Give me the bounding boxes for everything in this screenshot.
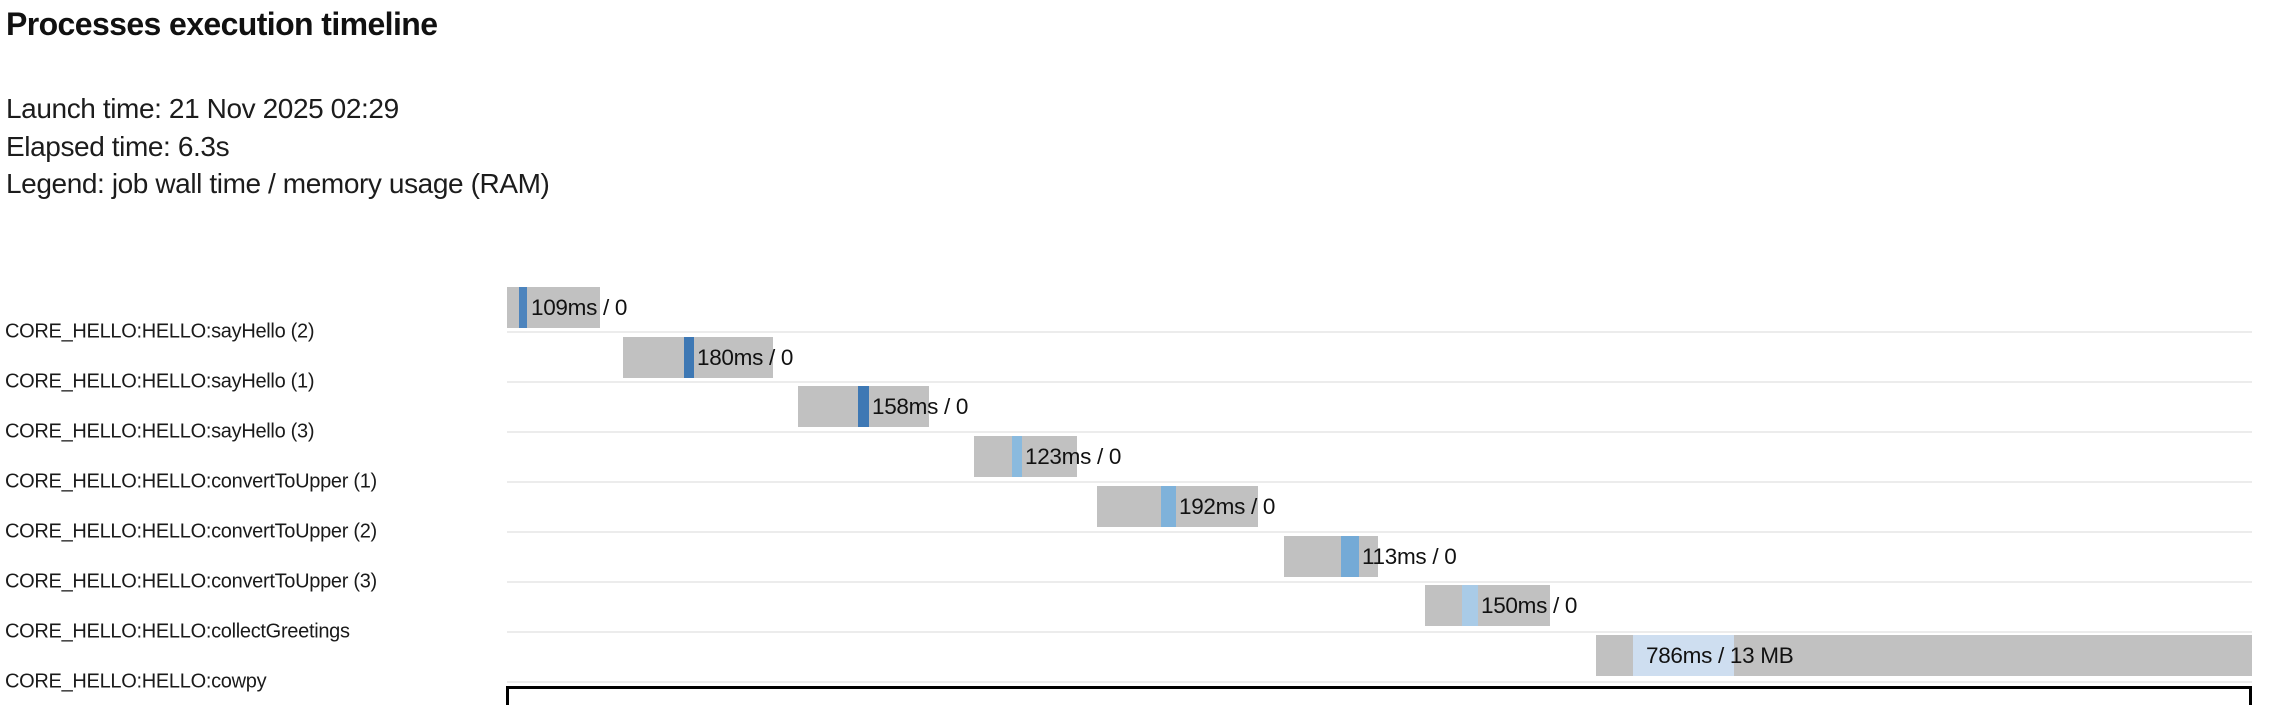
task-bar-4[interactable] — [1097, 486, 1258, 527]
launch-time-value: 21 Nov 2025 02:29 — [168, 93, 399, 124]
task-bar-runtime-7 — [1633, 635, 1734, 676]
task-bar-walltime-3 — [974, 436, 1077, 477]
process-label-3: CORE_HELLO:HELLO:convertToUpper (1) — [5, 470, 377, 493]
task-bar-runtime-4 — [1161, 486, 1176, 527]
task-bar-walltime-1 — [623, 337, 773, 378]
row-separator — [507, 481, 2252, 483]
task-bar-2[interactable] — [798, 386, 929, 427]
process-label-4: CORE_HELLO:HELLO:convertToUpper (2) — [5, 520, 377, 543]
task-value-2: 158ms / 0 — [872, 393, 969, 419]
launch-time-line: Launch time: 21 Nov 2025 02:29 — [6, 90, 549, 128]
legend-line: Legend: job wall time / memory usage (RA… — [6, 165, 550, 203]
task-value-6: 150ms / 0 — [1481, 592, 1578, 618]
task-bar-3[interactable] — [974, 436, 1077, 477]
task-bar-walltime-5 — [1284, 536, 1378, 577]
task-value-4: 192ms / 0 — [1179, 493, 1276, 519]
row-separator — [507, 631, 2252, 633]
task-bar-runtime-0 — [519, 287, 527, 328]
row-separator — [507, 581, 2252, 583]
process-label-7: CORE_HELLO:HELLO:cowpy — [5, 670, 267, 693]
legend-label: Legend: — [6, 168, 105, 199]
task-value-1: 180ms / 0 — [697, 344, 794, 370]
elapsed-time-value: 6.3s — [177, 130, 230, 162]
report-meta: Launch time: 21 Nov 2025 02:29 Elapsed t… — [6, 90, 550, 203]
task-value-0: 109ms / 0 — [531, 294, 628, 320]
task-bar-5[interactable] — [1284, 536, 1378, 577]
launch-time-label: Launch time: — [6, 93, 162, 124]
task-value-5: 113ms / 0 — [1362, 543, 1457, 569]
process-label-2: CORE_HELLO:HELLO:sayHello (3) — [5, 420, 315, 443]
row-separator — [507, 431, 2252, 433]
elapsed-time-label: Elapsed time: — [6, 130, 171, 162]
page-title: Processes execution timeline — [6, 6, 438, 42]
task-bar-0[interactable] — [507, 287, 600, 328]
row-separator — [507, 381, 2252, 383]
task-bar-runtime-5 — [1341, 536, 1359, 577]
task-bar-1[interactable] — [623, 337, 773, 378]
task-bar-walltime-4 — [1097, 486, 1258, 527]
row-separator — [507, 531, 2252, 533]
task-bar-runtime-1 — [684, 337, 694, 378]
legend-value: job wall time / memory usage (RAM) — [111, 168, 550, 199]
process-label-0: CORE_HELLO:HELLO:sayHello (2) — [5, 320, 315, 343]
row-separator — [507, 681, 2252, 683]
task-bar-runtime-6 — [1462, 585, 1478, 626]
task-bar-7[interactable] — [1596, 635, 2252, 676]
task-value-3: 123ms / 0 — [1025, 443, 1122, 469]
elapsed-time-line: Elapsed time: 6.3s — [6, 128, 549, 166]
process-label-5: CORE_HELLO:HELLO:convertToUpper (3) — [5, 570, 377, 593]
task-bar-runtime-2 — [858, 386, 869, 427]
bottom-frame-box — [506, 686, 2252, 705]
row-separator — [507, 331, 2252, 333]
task-bar-runtime-3 — [1012, 436, 1022, 477]
process-label-1: CORE_HELLO:HELLO:sayHello (1) — [5, 370, 315, 393]
task-bar-walltime-6 — [1425, 585, 1550, 626]
task-value-7: 786ms / 13 MB — [1646, 642, 1794, 668]
process-label-6: CORE_HELLO:HELLO:collectGreetings — [5, 620, 350, 643]
task-bar-6[interactable] — [1425, 585, 1550, 626]
